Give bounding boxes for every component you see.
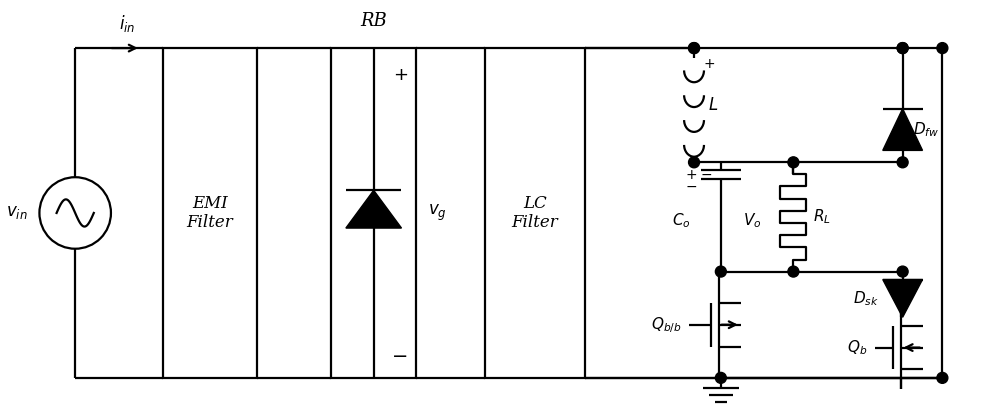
Text: $v_g$: $v_g$ bbox=[428, 203, 447, 223]
Circle shape bbox=[788, 157, 799, 168]
Text: −: − bbox=[685, 180, 697, 194]
Text: +: + bbox=[704, 57, 716, 71]
Text: $R_L$: $R_L$ bbox=[813, 208, 831, 226]
Circle shape bbox=[937, 372, 948, 383]
Text: $L$: $L$ bbox=[708, 97, 718, 114]
Text: $v_{in}$: $v_{in}$ bbox=[6, 204, 28, 221]
Circle shape bbox=[715, 372, 726, 383]
Polygon shape bbox=[883, 279, 923, 317]
Circle shape bbox=[897, 43, 908, 53]
Circle shape bbox=[897, 157, 908, 168]
Text: −: − bbox=[392, 347, 408, 366]
Circle shape bbox=[937, 43, 948, 53]
Bar bbox=[485, 48, 585, 378]
Text: RB: RB bbox=[360, 12, 387, 30]
Text: $Q_{b/b}$: $Q_{b/b}$ bbox=[651, 315, 681, 335]
Text: $V_o$: $V_o$ bbox=[743, 211, 761, 230]
Circle shape bbox=[897, 43, 908, 53]
Text: +: + bbox=[685, 168, 697, 182]
Polygon shape bbox=[883, 109, 923, 151]
Polygon shape bbox=[346, 190, 401, 228]
Circle shape bbox=[788, 266, 799, 277]
Circle shape bbox=[689, 43, 699, 53]
Circle shape bbox=[689, 43, 699, 53]
Text: +: + bbox=[393, 66, 408, 84]
Text: −: − bbox=[701, 168, 713, 182]
Circle shape bbox=[689, 157, 699, 168]
Bar bbox=[163, 48, 257, 378]
Circle shape bbox=[897, 266, 908, 277]
Text: $Q_b$: $Q_b$ bbox=[847, 338, 867, 357]
Text: $D_{fw}$: $D_{fw}$ bbox=[913, 120, 939, 139]
Circle shape bbox=[715, 266, 726, 277]
Text: LC
Filter: LC Filter bbox=[512, 195, 558, 231]
Text: $D_{sk}$: $D_{sk}$ bbox=[853, 289, 879, 308]
Text: $i_{in}$: $i_{in}$ bbox=[119, 13, 135, 34]
Text: $C_o$: $C_o$ bbox=[672, 211, 691, 230]
Text: EMI
Filter: EMI Filter bbox=[186, 195, 233, 231]
Bar bbox=[331, 48, 416, 378]
